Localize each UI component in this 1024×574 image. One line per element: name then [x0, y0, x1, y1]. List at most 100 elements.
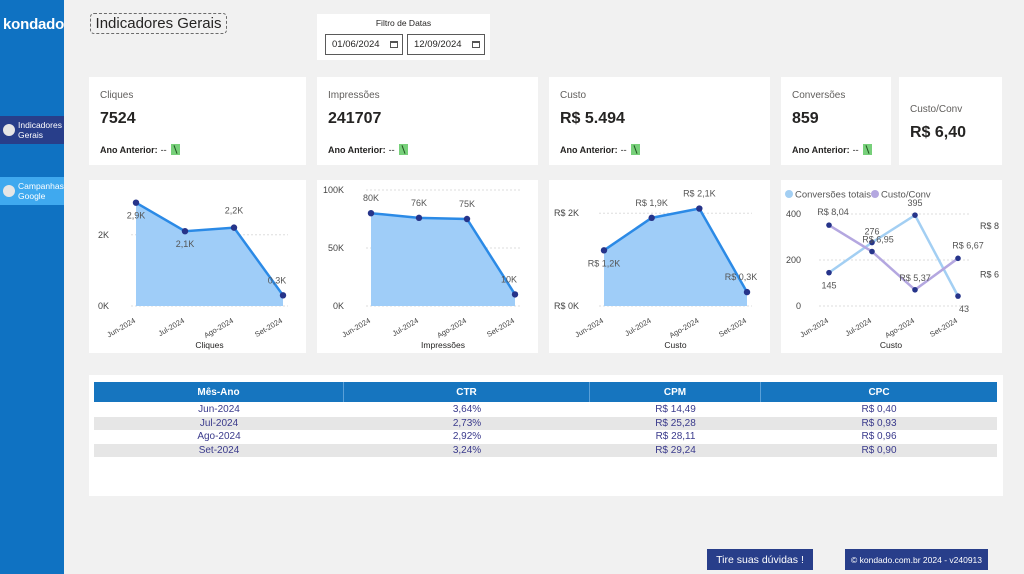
- table-row: Ago-2024 2,92% R$ 28,11 R$ 0,96: [94, 430, 997, 444]
- sidebar: kondado Indicadores Gerais Campanhas Goo…: [0, 0, 64, 574]
- calendar-icon[interactable]: [472, 41, 480, 48]
- kpi-previous-year: Ano Anterior: --: [328, 144, 408, 155]
- y-tick-label: R$ 2K: [554, 208, 579, 218]
- brand-logo: kondado: [3, 16, 65, 33]
- x-tick-label: Jul-2024: [844, 316, 873, 338]
- help-button[interactable]: Tire suas dúvidas !: [707, 549, 813, 570]
- end-date-input[interactable]: 12/09/2024: [407, 34, 485, 55]
- circle-icon: [3, 124, 15, 136]
- table-row: Jun-2024 3,64% R$ 14,49 R$ 0,40: [94, 403, 997, 417]
- chart-cliques-svg: 0K 2K 2,9K Jun-2024 2,1K Jul-2024 2,2K Ago-2024…: [98, 199, 288, 350]
- x-axis-title: Custo: [664, 340, 686, 350]
- kpi-prev-value: --: [388, 144, 395, 155]
- table-row: Set-2024 3,24% R$ 29,24 R$ 0,90: [94, 443, 997, 457]
- kpi-label: Conversões: [792, 90, 846, 101]
- x-axis-title: Cliques: [195, 340, 223, 350]
- area-fill: [604, 208, 747, 306]
- cell-cpm: R$ 29,24: [655, 444, 696, 456]
- kpi-label: Impressões: [328, 90, 380, 101]
- cell-cpm: R$ 28,11: [655, 431, 696, 443]
- nav-item-campanhas-google[interactable]: Campanhas Google: [0, 177, 64, 205]
- cell-cpc: R$ 0,90: [861, 444, 897, 456]
- kpi-value: 859: [792, 110, 819, 127]
- cell-cpc: R$ 0,96: [861, 431, 897, 443]
- area-fill: [136, 202, 283, 306]
- trend-flag-icon: [170, 144, 180, 155]
- data-label: R$ 8,04: [817, 207, 849, 217]
- chart-impressoes: 0K 50K 100K 80K Jun-2024 76K Jul-2024 75K Ago-20…: [317, 180, 538, 353]
- series-line-conversoes: [828, 213, 960, 297]
- kpi-prev-value: --: [160, 144, 167, 155]
- column-header-ctr[interactable]: CTR: [344, 382, 590, 402]
- data-point: [955, 255, 961, 262]
- kpi-value: 7524: [100, 110, 136, 127]
- x-tick-label: Jun-2024: [798, 316, 830, 339]
- chart-impressoes-svg: 0K 50K 100K 80K Jun-2024 76K Jul-2024 75K Ago-20…: [323, 185, 520, 350]
- kpi-previous-year: Ano Anterior: --: [560, 144, 640, 155]
- y-tick-label: 0K: [333, 301, 344, 311]
- data-label: 75K: [459, 199, 475, 209]
- kpi-value: R$ 5.494: [560, 110, 625, 127]
- kpi-label: Custo: [560, 90, 587, 101]
- data-point: [696, 205, 703, 212]
- legend-marker-icon: [871, 190, 879, 198]
- x-tick-label: Set-2024: [928, 316, 959, 339]
- kpi-card-custo: Custo R$ 5.494 Ano Anterior: --: [549, 77, 770, 165]
- x-tick-label: Jul-2024: [157, 316, 186, 338]
- data-label: R$ 5,37: [899, 273, 931, 283]
- data-label: 0,3K: [268, 275, 287, 285]
- column-header-cpc[interactable]: CPC: [868, 386, 890, 398]
- y-tick-label-left: 0: [796, 301, 801, 311]
- data-label: 2,2K: [225, 206, 244, 216]
- kpi-previous-year: Ano Anterior: --: [100, 144, 180, 155]
- table-header: Mês-Ano CTR CPM CPC: [94, 382, 997, 402]
- series-line: [603, 207, 749, 293]
- column-header-cpm[interactable]: CPM: [590, 382, 761, 402]
- kpi-previous-year: Ano Anterior: --: [792, 144, 872, 155]
- series-line: [135, 201, 285, 297]
- data-label: 10K: [501, 274, 517, 284]
- metrics-table: Mês-Ano CTR CPM CPC Jun-2024 3,64% R$ 14…: [89, 375, 1003, 496]
- calendar-icon[interactable]: [390, 41, 398, 48]
- data-label: R$ 2,1K: [683, 189, 716, 199]
- circle-icon: [3, 185, 15, 197]
- x-tick-label: Set-2024: [485, 316, 516, 339]
- start-date-input[interactable]: 01/06/2024: [325, 34, 403, 55]
- column-header-mes-ano[interactable]: Mês-Ano: [94, 382, 344, 402]
- kpi-prev-label: Ano Anterior:: [100, 144, 158, 155]
- y-tick-label: R$ 0K: [554, 301, 579, 311]
- data-label: 80K: [363, 193, 379, 203]
- y-tick-label: 50K: [328, 243, 344, 253]
- y-tick-label-left: 200: [786, 255, 801, 265]
- data-label: R$ 6,95: [862, 235, 894, 245]
- data-label: R$ 0,3K: [725, 272, 758, 282]
- trend-flag-icon: [862, 144, 872, 155]
- kpi-label: Custo/Conv: [910, 104, 963, 115]
- data-point: [181, 227, 189, 235]
- x-tick-label: Jul-2024: [623, 316, 652, 338]
- nav-item-indicadores-gerais[interactable]: Indicadores Gerais: [0, 116, 64, 144]
- cell-mes-ano: Jul-2024: [199, 417, 239, 429]
- chart-conversoes-svg: Conversões totais Custo/Conv 0 200 400 R$ 6 R$…: [785, 190, 999, 350]
- series-line: [370, 211, 517, 296]
- data-point: [511, 291, 519, 298]
- area-fill: [371, 213, 515, 306]
- data-point: [912, 286, 918, 293]
- copyright-footer[interactable]: © kondado.com.br 2024 - v240913: [845, 549, 988, 570]
- chart-custo-svg: R$ 0K R$ 2K R$ 1,2K Jun-2024 R$ 1,9K Jul-2024…: [554, 189, 758, 350]
- data-point: [463, 215, 471, 223]
- cell-cpm: R$ 14,49: [655, 404, 696, 416]
- cell-ctr: 3,64%: [452, 404, 482, 416]
- series-line-custo-conv: [828, 224, 959, 292]
- cell-cpm: R$ 25,28: [655, 417, 696, 429]
- y-tick-label: 0K: [98, 301, 109, 311]
- chart-custo: R$ 0K R$ 2K R$ 1,2K Jun-2024 R$ 1,9K Jul-2024…: [549, 180, 770, 353]
- kpi-card-custo-conv: Custo/Conv R$ 6,40: [899, 77, 1002, 165]
- data-label: 2,9K: [127, 211, 146, 221]
- data-label: R$ 1,9K: [635, 198, 668, 208]
- data-point: [869, 239, 875, 246]
- data-label: 76K: [411, 198, 427, 208]
- y-tick-label-right: R$ 8: [980, 221, 999, 231]
- data-point: [367, 210, 375, 217]
- kpi-label: Cliques: [100, 90, 134, 101]
